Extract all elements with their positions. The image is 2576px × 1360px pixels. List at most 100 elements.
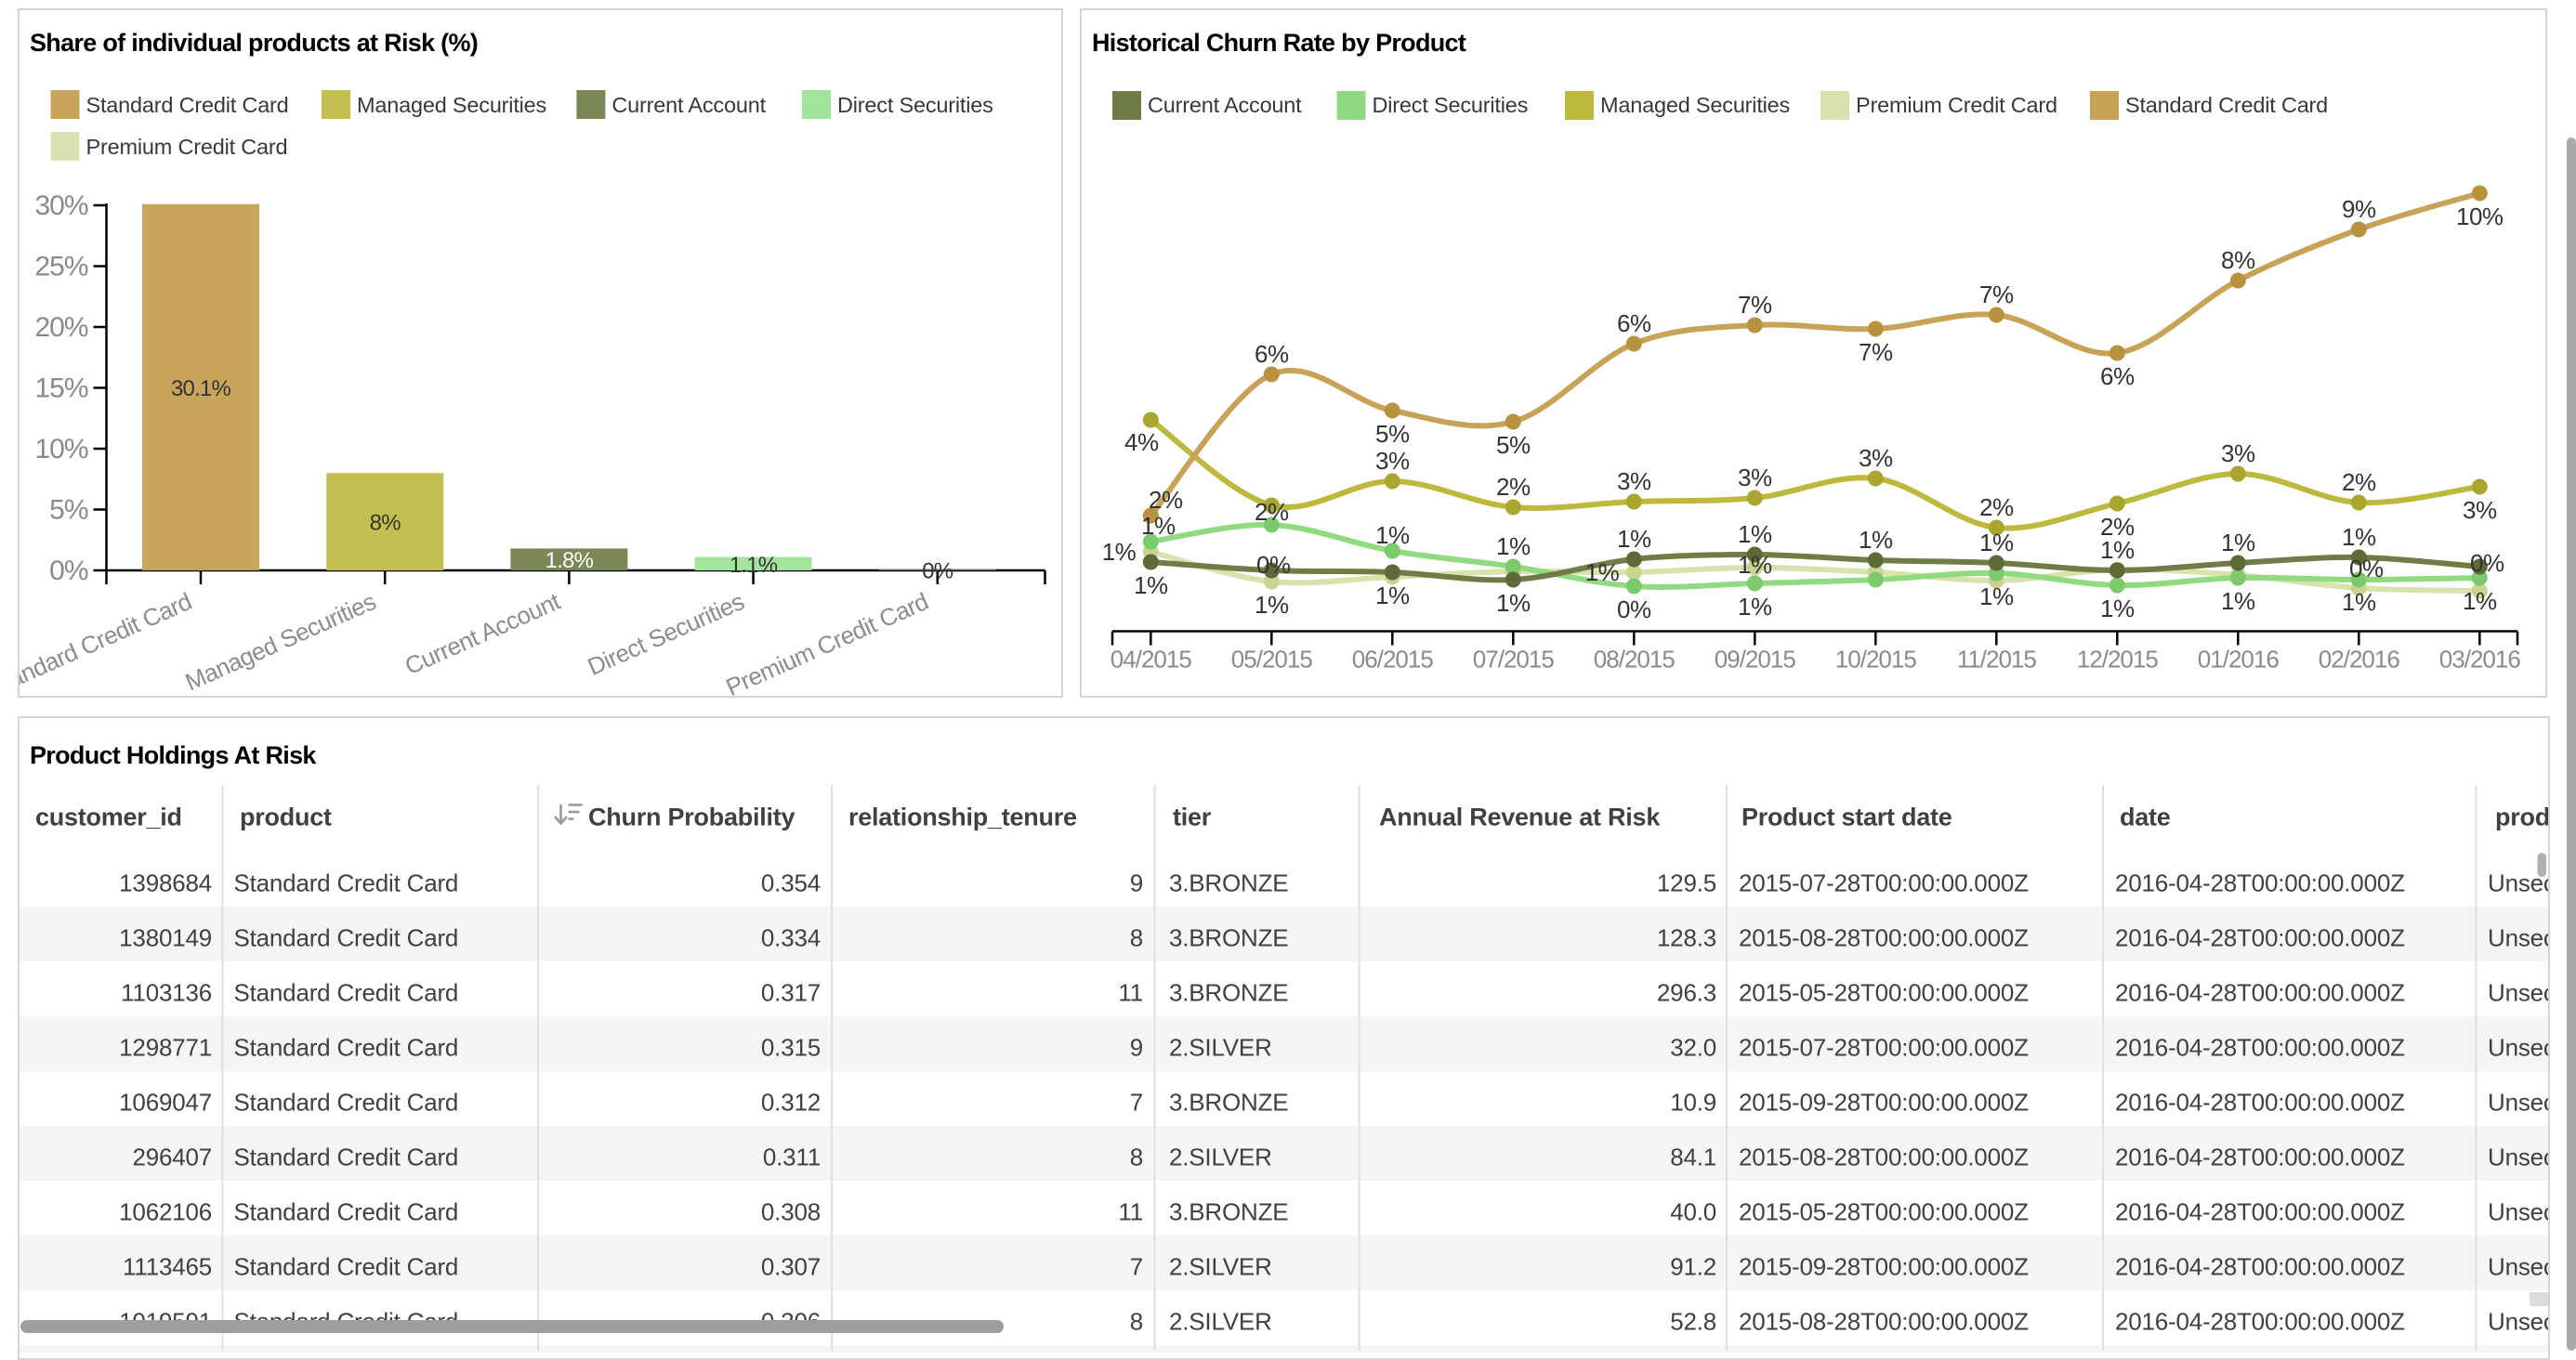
svg-text:2016-04-28T00:00:00.000Z: 2016-04-28T00:00:00.000Z <box>2115 1253 2405 1281</box>
svg-text:2%: 2% <box>1255 498 1289 526</box>
svg-text:11: 11 <box>1118 979 1143 1007</box>
svg-text:3.BRONZE: 3.BRONZE <box>1169 979 1288 1007</box>
svg-text:2015-05-28T00:00:00.000Z: 2015-05-28T00:00:00.000Z <box>1739 979 2029 1007</box>
svg-text:Standard Credit Card: Standard Credit Card <box>20 587 195 696</box>
svg-text:02/2016: 02/2016 <box>2319 646 2400 673</box>
svg-text:1%: 1% <box>2342 588 2376 616</box>
svg-text:1%: 1% <box>1738 593 1772 621</box>
svg-text:1%: 1% <box>1617 525 1651 553</box>
svg-text:Product Holdings At Risk: Product Holdings At Risk <box>30 741 317 769</box>
svg-text:1380149: 1380149 <box>119 924 212 952</box>
svg-text:Current Account: Current Account <box>611 93 766 117</box>
svg-text:8%: 8% <box>2221 246 2255 274</box>
svg-text:1113465: 1113465 <box>123 1253 212 1281</box>
svg-text:0%: 0% <box>2349 555 2384 582</box>
svg-text:9%: 9% <box>2342 195 2376 223</box>
svg-text:1%: 1% <box>1738 520 1772 548</box>
svg-text:9: 9 <box>1130 870 1143 897</box>
svg-text:10%: 10% <box>34 434 87 464</box>
svg-text:Managed Securities: Managed Securities <box>357 93 546 117</box>
svg-text:1%: 1% <box>1375 521 1410 549</box>
svg-text:3%: 3% <box>1859 444 1893 472</box>
svg-text:7: 7 <box>1130 1253 1143 1281</box>
svg-text:0%: 0% <box>922 559 953 584</box>
svg-text:11/2015: 11/2015 <box>1957 646 2037 673</box>
svg-text:date: date <box>2120 804 2171 831</box>
svg-text:25%: 25% <box>34 252 87 282</box>
svg-text:3%: 3% <box>1375 447 1410 475</box>
svg-text:0.308: 0.308 <box>761 1198 821 1226</box>
svg-text:15%: 15% <box>34 373 87 404</box>
svg-text:1%: 1% <box>2342 523 2376 551</box>
svg-text:1%: 1% <box>1375 582 1410 609</box>
svg-text:Standard Credit Card: Standard Credit Card <box>234 1144 459 1171</box>
svg-text:Premium Credit Card: Premium Credit Card <box>722 587 933 696</box>
svg-text:3%: 3% <box>1617 467 1651 495</box>
svg-text:Premium Credit Card: Premium Credit Card <box>86 135 288 159</box>
svg-text:2%: 2% <box>1149 486 1183 514</box>
svg-text:product: product <box>240 804 332 831</box>
svg-text:7%: 7% <box>1738 291 1772 319</box>
svg-text:Historical Churn Rate by Produ: Historical Churn Rate by Product <box>1092 29 1466 57</box>
svg-text:1%: 1% <box>1141 512 1176 540</box>
svg-text:2015-05-28T00:00:00.000Z: 2015-05-28T00:00:00.000Z <box>1739 1198 2029 1226</box>
svg-text:2015-09-28T00:00:00.000Z: 2015-09-28T00:00:00.000Z <box>1739 1253 2029 1281</box>
svg-text:Standard Credit Card: Standard Credit Card <box>234 870 459 897</box>
svg-text:3%: 3% <box>2463 496 2497 524</box>
svg-text:2016-04-28T00:00:00.000Z: 2016-04-28T00:00:00.000Z <box>2115 924 2405 952</box>
svg-text:01/2016: 01/2016 <box>2198 646 2280 673</box>
svg-text:2%: 2% <box>2100 513 2135 541</box>
svg-text:2%: 2% <box>1979 493 2014 521</box>
svg-text:7: 7 <box>1130 1089 1143 1117</box>
svg-text:9: 9 <box>1130 1034 1143 1062</box>
svg-text:Unsecu: Unsecu <box>2488 1034 2548 1062</box>
svg-text:3%: 3% <box>2221 439 2255 467</box>
svg-text:1398684: 1398684 <box>119 870 212 897</box>
svg-text:Share of individual products a: Share of individual products at Risk (%) <box>30 29 478 57</box>
svg-text:relationship_tenure: relationship_tenure <box>848 804 1077 831</box>
svg-text:1%: 1% <box>2221 587 2255 615</box>
svg-text:09/2015: 09/2015 <box>1715 646 1796 673</box>
svg-text:0%: 0% <box>49 556 88 586</box>
svg-text:3.BRONZE: 3.BRONZE <box>1169 1089 1288 1117</box>
svg-text:customer_id: customer_id <box>35 804 182 831</box>
svg-text:2015-07-28T00:00:00.000Z: 2015-07-28T00:00:00.000Z <box>1739 870 2029 897</box>
svg-text:Unsecu: Unsecu <box>2488 979 2548 1007</box>
svg-text:product_type: product_type <box>2495 804 2548 831</box>
svg-text:tier: tier <box>1173 804 1212 831</box>
svg-text:20%: 20% <box>34 312 87 343</box>
svg-text:30.1%: 30.1% <box>171 376 231 401</box>
svg-text:Premium Credit Card: Premium Credit Card <box>1856 93 2057 117</box>
svg-text:Current Account: Current Account <box>401 587 565 681</box>
svg-text:Current Account: Current Account <box>1148 93 1302 117</box>
svg-text:0.317: 0.317 <box>761 979 821 1007</box>
svg-text:2015-08-28T00:00:00.000Z: 2015-08-28T00:00:00.000Z <box>1739 1308 2029 1336</box>
svg-text:1%: 1% <box>1738 551 1772 579</box>
svg-text:3.BRONZE: 3.BRONZE <box>1169 924 1288 952</box>
svg-text:5%: 5% <box>49 495 88 526</box>
svg-text:2%: 2% <box>2342 468 2376 496</box>
svg-text:2%: 2% <box>1496 473 1531 501</box>
svg-text:04/2015: 04/2015 <box>1111 646 1192 673</box>
svg-text:Direct Securities: Direct Securities <box>584 587 749 681</box>
svg-text:1%: 1% <box>1496 532 1531 560</box>
svg-text:Annual Revenue at Risk: Annual Revenue at Risk <box>1379 804 1661 831</box>
svg-text:Managed Securities: Managed Securities <box>1600 93 1790 117</box>
svg-text:2015-08-28T00:00:00.000Z: 2015-08-28T00:00:00.000Z <box>1739 924 2029 952</box>
svg-text:3.BRONZE: 3.BRONZE <box>1169 1198 1288 1226</box>
svg-text:8%: 8% <box>370 511 401 536</box>
svg-text:Standard Credit Card: Standard Credit Card <box>234 1198 459 1226</box>
svg-text:03/2016: 03/2016 <box>2439 646 2521 673</box>
svg-text:Unsecu: Unsecu <box>2488 1253 2548 1281</box>
svg-text:11: 11 <box>1118 1198 1143 1226</box>
svg-text:1103136: 1103136 <box>121 979 212 1007</box>
svg-text:32.0: 32.0 <box>1670 1034 1716 1062</box>
svg-text:2016-04-28T00:00:00.000Z: 2016-04-28T00:00:00.000Z <box>2115 1308 2405 1336</box>
svg-text:1%: 1% <box>1979 529 2014 556</box>
svg-text:Direct Securities: Direct Securities <box>837 93 993 117</box>
svg-text:Direct Securities: Direct Securities <box>1373 93 1529 117</box>
svg-text:0%: 0% <box>1617 595 1651 623</box>
svg-text:1%: 1% <box>1134 571 1168 599</box>
svg-text:129.5: 129.5 <box>1657 870 1716 897</box>
svg-text:8: 8 <box>1130 924 1143 952</box>
